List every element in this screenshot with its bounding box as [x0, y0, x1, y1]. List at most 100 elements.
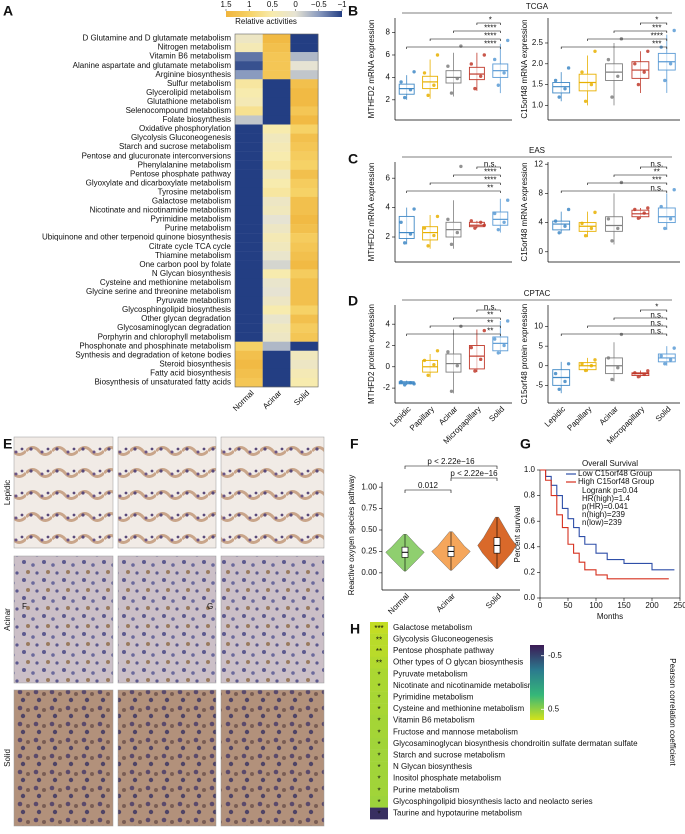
- data-point: [446, 217, 450, 222]
- heatmap-cell: [370, 691, 388, 704]
- x-tick-label: Papillary: [565, 405, 593, 433]
- row-label: Glyoxylate and dicarboxylate metabolism: [86, 178, 232, 187]
- y-axis-title: Reactive oxygen species pathway: [347, 475, 356, 596]
- data-point: [606, 356, 611, 360]
- y-tick-label: 2.5: [532, 38, 544, 47]
- heatmap-cell: [262, 314, 291, 324]
- data-point: [672, 188, 676, 192]
- significance-stars: *: [377, 694, 380, 703]
- row-label: Glutathione metabolism: [147, 97, 231, 106]
- stat-text: HR(high)=1.4: [582, 494, 630, 503]
- chart-title: Overall Survival: [582, 459, 638, 468]
- heatmap-cell: [290, 269, 319, 279]
- significance-bracket: [613, 174, 668, 177]
- heatmap-cell: [262, 79, 291, 89]
- heatmap-cell: [235, 187, 263, 198]
- heatmap-cell: [290, 169, 319, 179]
- ihc-image: [13, 436, 114, 549]
- significance-bracket: [406, 190, 501, 193]
- data-point: [646, 369, 650, 373]
- heatmap-cell: [290, 178, 319, 189]
- data-point: [557, 231, 561, 235]
- heatmap-cell: [262, 233, 291, 243]
- x-tick-label: Papillary: [408, 405, 436, 433]
- significance-label: n.s.: [650, 160, 663, 169]
- heatmap-cell: [262, 224, 291, 234]
- data-point: [426, 93, 430, 98]
- heatmap-cell: [235, 278, 263, 288]
- data-point: [459, 324, 463, 329]
- row-label: Alanine aspartate and glutamate metaboli…: [73, 61, 232, 70]
- y-axis-title: MTHFD2 protein expression: [367, 304, 376, 404]
- heatmap-cell: [290, 115, 319, 125]
- data-point: [473, 86, 477, 91]
- row-label: Steroid biosynthesis: [159, 359, 231, 368]
- data-point: [482, 53, 486, 57]
- data-point: [403, 383, 407, 387]
- data-point: [412, 70, 416, 74]
- heatmap-cell: [235, 169, 263, 179]
- data-point: [412, 207, 416, 211]
- heatmap-cell: [235, 142, 263, 152]
- heatmap-cell: [262, 43, 291, 53]
- heatmap-cell: [262, 251, 291, 261]
- row-label: Thiamine metabolism: [155, 251, 231, 260]
- heatmap-cell: [262, 178, 291, 189]
- significance-bracket: [640, 22, 668, 25]
- row-label: Arginine biosynthesis: [155, 70, 231, 79]
- data-point: [606, 217, 611, 221]
- heatmap-cell: [262, 196, 291, 207]
- data-point: [663, 362, 667, 366]
- row-label: Selenocompound metabolism: [126, 106, 232, 115]
- heatmap-cell: [370, 680, 388, 692]
- significance-bracket: [476, 309, 501, 312]
- heatmap-cell: [235, 323, 263, 333]
- heatmap-cell: [235, 106, 263, 116]
- row-label: Galactose metabolism: [393, 623, 472, 632]
- heatmap-cell: [370, 726, 388, 739]
- panel-letter: F: [350, 436, 359, 452]
- heatmap-cell: [262, 187, 291, 198]
- data-point: [502, 220, 506, 224]
- data-point: [493, 211, 497, 216]
- heatmap-cell: [235, 205, 263, 216]
- data-point: [619, 332, 624, 337]
- row-label: Sulfur metabolism: [167, 79, 231, 88]
- data-point: [422, 71, 427, 75]
- data-point: [583, 234, 588, 238]
- heatmap-cell: [262, 377, 291, 388]
- data-point: [610, 95, 614, 99]
- data-point: [403, 241, 407, 245]
- heatmap-cell: [235, 79, 263, 89]
- heatmap-cell: [235, 160, 263, 170]
- y-tick-label: 1.00: [361, 482, 377, 491]
- x-tick-label: 150: [617, 601, 631, 610]
- data-point: [557, 95, 561, 99]
- data-point: [426, 373, 430, 378]
- significance-label: 0.012: [418, 481, 439, 490]
- heatmap-cell: [235, 269, 263, 279]
- y-axis-title: MTHFD2 mRNA expression: [367, 163, 376, 262]
- data-point: [566, 207, 571, 212]
- ihc-image: [117, 689, 217, 827]
- heatmap-cell: [262, 278, 291, 288]
- significance-bracket: [587, 38, 668, 41]
- y-tick-label: 8: [386, 28, 391, 37]
- significance-label: p < 2.22e−16: [427, 457, 475, 466]
- row-label: Pentose phosphate pathway: [130, 169, 231, 178]
- data-point: [593, 210, 597, 215]
- data-point: [449, 389, 454, 393]
- data-point: [479, 357, 483, 362]
- heatmap-cell: [290, 305, 319, 315]
- heatmap-cell: [262, 332, 291, 342]
- row-label: Starch and sucrose metabolism: [119, 142, 231, 151]
- heatmap-cell: [262, 341, 291, 351]
- data-point: [616, 74, 620, 78]
- data-point: [563, 224, 567, 228]
- row-label: Other glycan degradation: [141, 314, 231, 323]
- heatmap-cell: [290, 242, 319, 252]
- y-tick-label: 1.0: [532, 101, 544, 110]
- legend-tick-label: 1.5: [220, 0, 232, 9]
- survival-curve: [540, 469, 675, 571]
